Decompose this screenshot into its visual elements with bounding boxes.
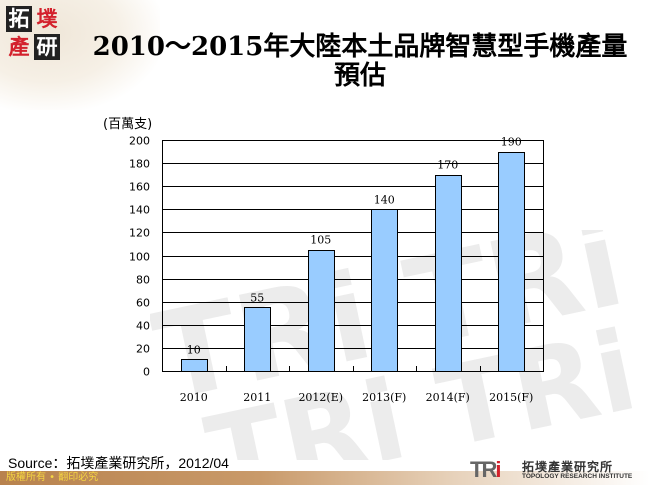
tri-logo: 拓 墣 產 研 — [6, 6, 62, 62]
logo-char: 產 — [8, 35, 30, 59]
y-tick-label: 200 — [129, 135, 150, 148]
x-category-label: 2013(F) — [362, 391, 406, 404]
chart-title: 2010～2015年大陸本土品牌智慧型手機產量 預估 — [70, 33, 650, 91]
data-label: 170 — [437, 159, 458, 172]
y-tick-label: 160 — [129, 181, 150, 194]
tri-brand-logo: TRi 拓墣產業研究所 TOPOLOGY RESEARCH INSTITUTE — [470, 457, 645, 483]
chart-title-line2: 預估 — [333, 61, 386, 91]
data-label: 105 — [310, 234, 331, 247]
source-note: Source：拓墣產業研究所，2012/04 — [8, 455, 229, 471]
logo-char: 拓 — [6, 6, 32, 32]
bar — [435, 175, 462, 372]
data-label: 55 — [250, 291, 264, 304]
y-tick-label: 80 — [136, 274, 150, 287]
bar — [308, 250, 335, 372]
footer-bar: 版權所有 • 翻印必究 — [0, 471, 650, 485]
y-tick-label: 20 — [136, 343, 150, 356]
x-category-label: 2010 — [180, 391, 208, 404]
data-label: 190 — [501, 136, 522, 149]
x-category-label: 2011 — [243, 391, 271, 404]
y-tick-label: 100 — [129, 251, 150, 264]
bar — [181, 359, 208, 372]
x-category-label: 2015(F) — [489, 391, 533, 404]
y-tick-label: 60 — [136, 297, 150, 310]
logo-char: 研 — [34, 34, 60, 60]
data-label: 140 — [374, 193, 395, 206]
x-category-label: 2012(E) — [298, 391, 343, 404]
brand-name-en: TOPOLOGY RESEARCH INSTITUTE — [522, 473, 633, 480]
y-tick-label: 120 — [129, 227, 150, 240]
y-axis-unit-label: (百萬支) — [103, 117, 153, 132]
y-tick-label: 140 — [129, 204, 150, 217]
x-category-label: 2014(F) — [426, 391, 470, 404]
bar — [244, 307, 271, 372]
y-tick-label: 180 — [129, 158, 150, 171]
copyright-text: 版權所有 • 翻印必究 — [6, 472, 99, 483]
data-label: 10 — [187, 343, 201, 356]
logo-char: 墣 — [36, 7, 58, 31]
bar — [371, 209, 398, 372]
chart-title-line1: 2010～2015年大陸本土品牌智慧型手機產量 — [92, 32, 628, 62]
brand-name-zh: 拓墣產業研究所 — [522, 460, 614, 474]
y-tick-label: 40 — [136, 320, 150, 333]
tri-mark: TRi — [470, 457, 502, 482]
bar — [498, 152, 525, 372]
y-tick-label: 0 — [143, 366, 150, 379]
